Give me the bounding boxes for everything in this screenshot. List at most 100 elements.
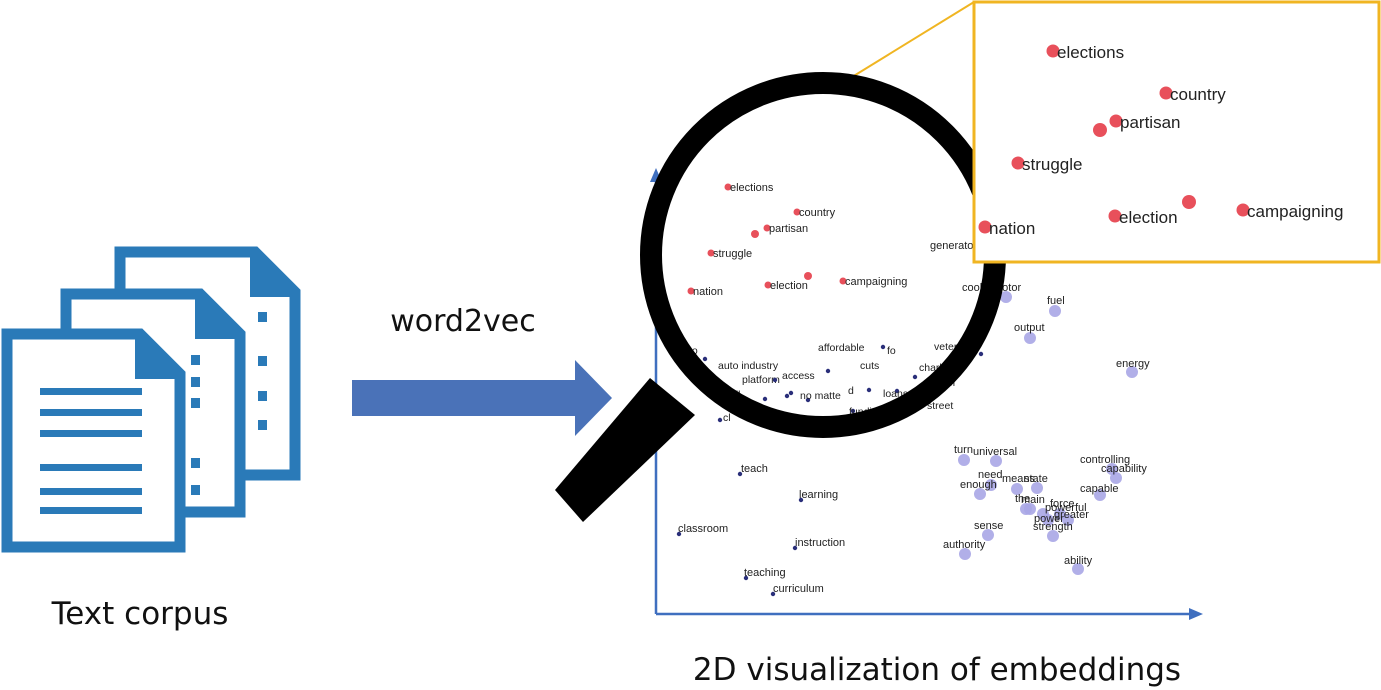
embedding-point bbox=[687, 287, 695, 295]
embedding-word-label: no matte bbox=[800, 390, 841, 402]
embedding-point bbox=[784, 393, 790, 399]
embedding-word-label: cuts bbox=[860, 360, 879, 372]
embedding-point bbox=[866, 387, 872, 393]
embedding-point bbox=[880, 344, 886, 350]
document-icon bbox=[1, 328, 186, 553]
embedding-word-label: auto industry bbox=[718, 360, 779, 372]
embedding-word-label: learning bbox=[799, 489, 838, 501]
embedding-point bbox=[1046, 44, 1060, 58]
embedding-point bbox=[1106, 463, 1118, 475]
embedding-point bbox=[1159, 86, 1173, 100]
embedding-point bbox=[788, 390, 794, 396]
embedding-word-label: the bbox=[1015, 493, 1030, 505]
embedding-point bbox=[763, 224, 771, 232]
embedding-point bbox=[1093, 123, 1107, 137]
embedding-point bbox=[978, 220, 992, 234]
embedding-word-label: struggle bbox=[1022, 155, 1082, 174]
zoom-inset-content: elections country partisan struggle nation el… bbox=[978, 43, 1343, 238]
embedding-point bbox=[676, 531, 682, 537]
embedding-word-label: curriculum bbox=[773, 583, 824, 595]
lens-glass bbox=[651, 83, 995, 427]
embedding-point bbox=[990, 455, 1002, 467]
embedding-word-label: means bbox=[1002, 473, 1036, 485]
embedding-word-label: campaigning bbox=[1247, 202, 1343, 221]
zoom-inset-box bbox=[972, 0, 1381, 264]
embedding-word-label: turn bbox=[954, 444, 973, 456]
embedding-word-label: nation bbox=[693, 286, 723, 298]
embedding-point bbox=[825, 368, 831, 374]
embedding-word-label: capable bbox=[1080, 483, 1119, 495]
embedding-word-label: access bbox=[782, 370, 815, 382]
embedding-word-label: sense bbox=[974, 520, 1003, 532]
embedding-point bbox=[1109, 114, 1123, 128]
embedding-point bbox=[1011, 156, 1025, 170]
embedding-point bbox=[805, 397, 811, 403]
embedding-word-label: force bbox=[1050, 498, 1074, 510]
embedding-word-label: cl bbox=[723, 412, 731, 424]
embedding-word-label: ability bbox=[1064, 555, 1093, 567]
embedding-point bbox=[982, 529, 994, 541]
x-axis-arrowhead bbox=[1189, 608, 1203, 620]
embedding-word-label: elections bbox=[1057, 43, 1124, 62]
transform-arrow bbox=[352, 360, 612, 436]
embedding-point bbox=[1072, 563, 1084, 575]
embedding-point bbox=[1031, 482, 1043, 494]
embedding-point bbox=[770, 591, 776, 597]
embedding-point bbox=[764, 281, 772, 289]
embedding-word-label: platform bbox=[742, 374, 780, 386]
embedding-point bbox=[1182, 195, 1196, 209]
embedding-word-label: need bbox=[978, 469, 1002, 481]
embedding-point bbox=[974, 488, 986, 500]
embedding-word-label: state bbox=[1024, 473, 1048, 485]
embedding-point bbox=[839, 277, 847, 285]
embedding-word-label: power bbox=[1034, 513, 1064, 525]
embedding-word-label: greater bbox=[1054, 509, 1089, 521]
embedding-point bbox=[978, 351, 984, 357]
embedding-point bbox=[1062, 514, 1074, 526]
embedding-word-label: generato bbox=[930, 240, 973, 252]
embedding-word-label: election bbox=[770, 280, 808, 292]
embedding-word-label: strength bbox=[1033, 521, 1073, 533]
embedding-point bbox=[724, 183, 732, 191]
embedding-word-label: election bbox=[1119, 208, 1178, 227]
embedding-point bbox=[717, 417, 723, 423]
embedding-point bbox=[1024, 503, 1036, 515]
embedding-point bbox=[762, 396, 768, 402]
embedding-word-label: instruction bbox=[795, 537, 845, 549]
embedding-point bbox=[751, 230, 759, 238]
embedding-point bbox=[1047, 530, 1059, 542]
embedding-word-label: elections bbox=[730, 182, 774, 194]
embedding-word-label: teach bbox=[741, 463, 768, 475]
embedding-point bbox=[985, 479, 997, 491]
embedding-word-label: nation bbox=[989, 219, 1035, 238]
embedding-point bbox=[1126, 366, 1138, 378]
embedding-word-label: controlling bbox=[1080, 454, 1130, 466]
embedding-word-label: classroom bbox=[678, 523, 728, 535]
embedding-point bbox=[1024, 332, 1036, 344]
embedding-word-label: output bbox=[1014, 322, 1045, 334]
embedding-point bbox=[912, 374, 918, 380]
embedding-word-label: main bbox=[1021, 494, 1045, 506]
embedding-point bbox=[1011, 483, 1023, 495]
embedding-point bbox=[804, 272, 812, 280]
embedding-word-label: country bbox=[1170, 85, 1226, 104]
embedding-point bbox=[958, 454, 970, 466]
embedding-point bbox=[702, 356, 708, 362]
embedding-point bbox=[743, 575, 749, 581]
corpus-label: Text corpus bbox=[51, 596, 229, 632]
method-label: word2vec bbox=[390, 304, 536, 339]
embedding-word-label: powerful bbox=[1045, 502, 1087, 514]
embedding-word-label: affordable bbox=[818, 342, 865, 354]
embedding-word-label: authority bbox=[943, 539, 986, 551]
embedding-word-label: enough bbox=[960, 479, 997, 491]
embedding-word-label: d bbox=[848, 385, 854, 397]
embedding-word-label: partisan bbox=[769, 223, 808, 235]
visualization-label: 2D visualization of embeddings bbox=[693, 652, 1181, 688]
embedding-point bbox=[1094, 489, 1106, 501]
embedding-word-label: fo bbox=[887, 345, 896, 357]
embedding-point bbox=[959, 548, 971, 560]
embedding-point bbox=[1000, 291, 1012, 303]
embedding-point bbox=[798, 497, 804, 503]
embedding-point bbox=[850, 408, 856, 414]
